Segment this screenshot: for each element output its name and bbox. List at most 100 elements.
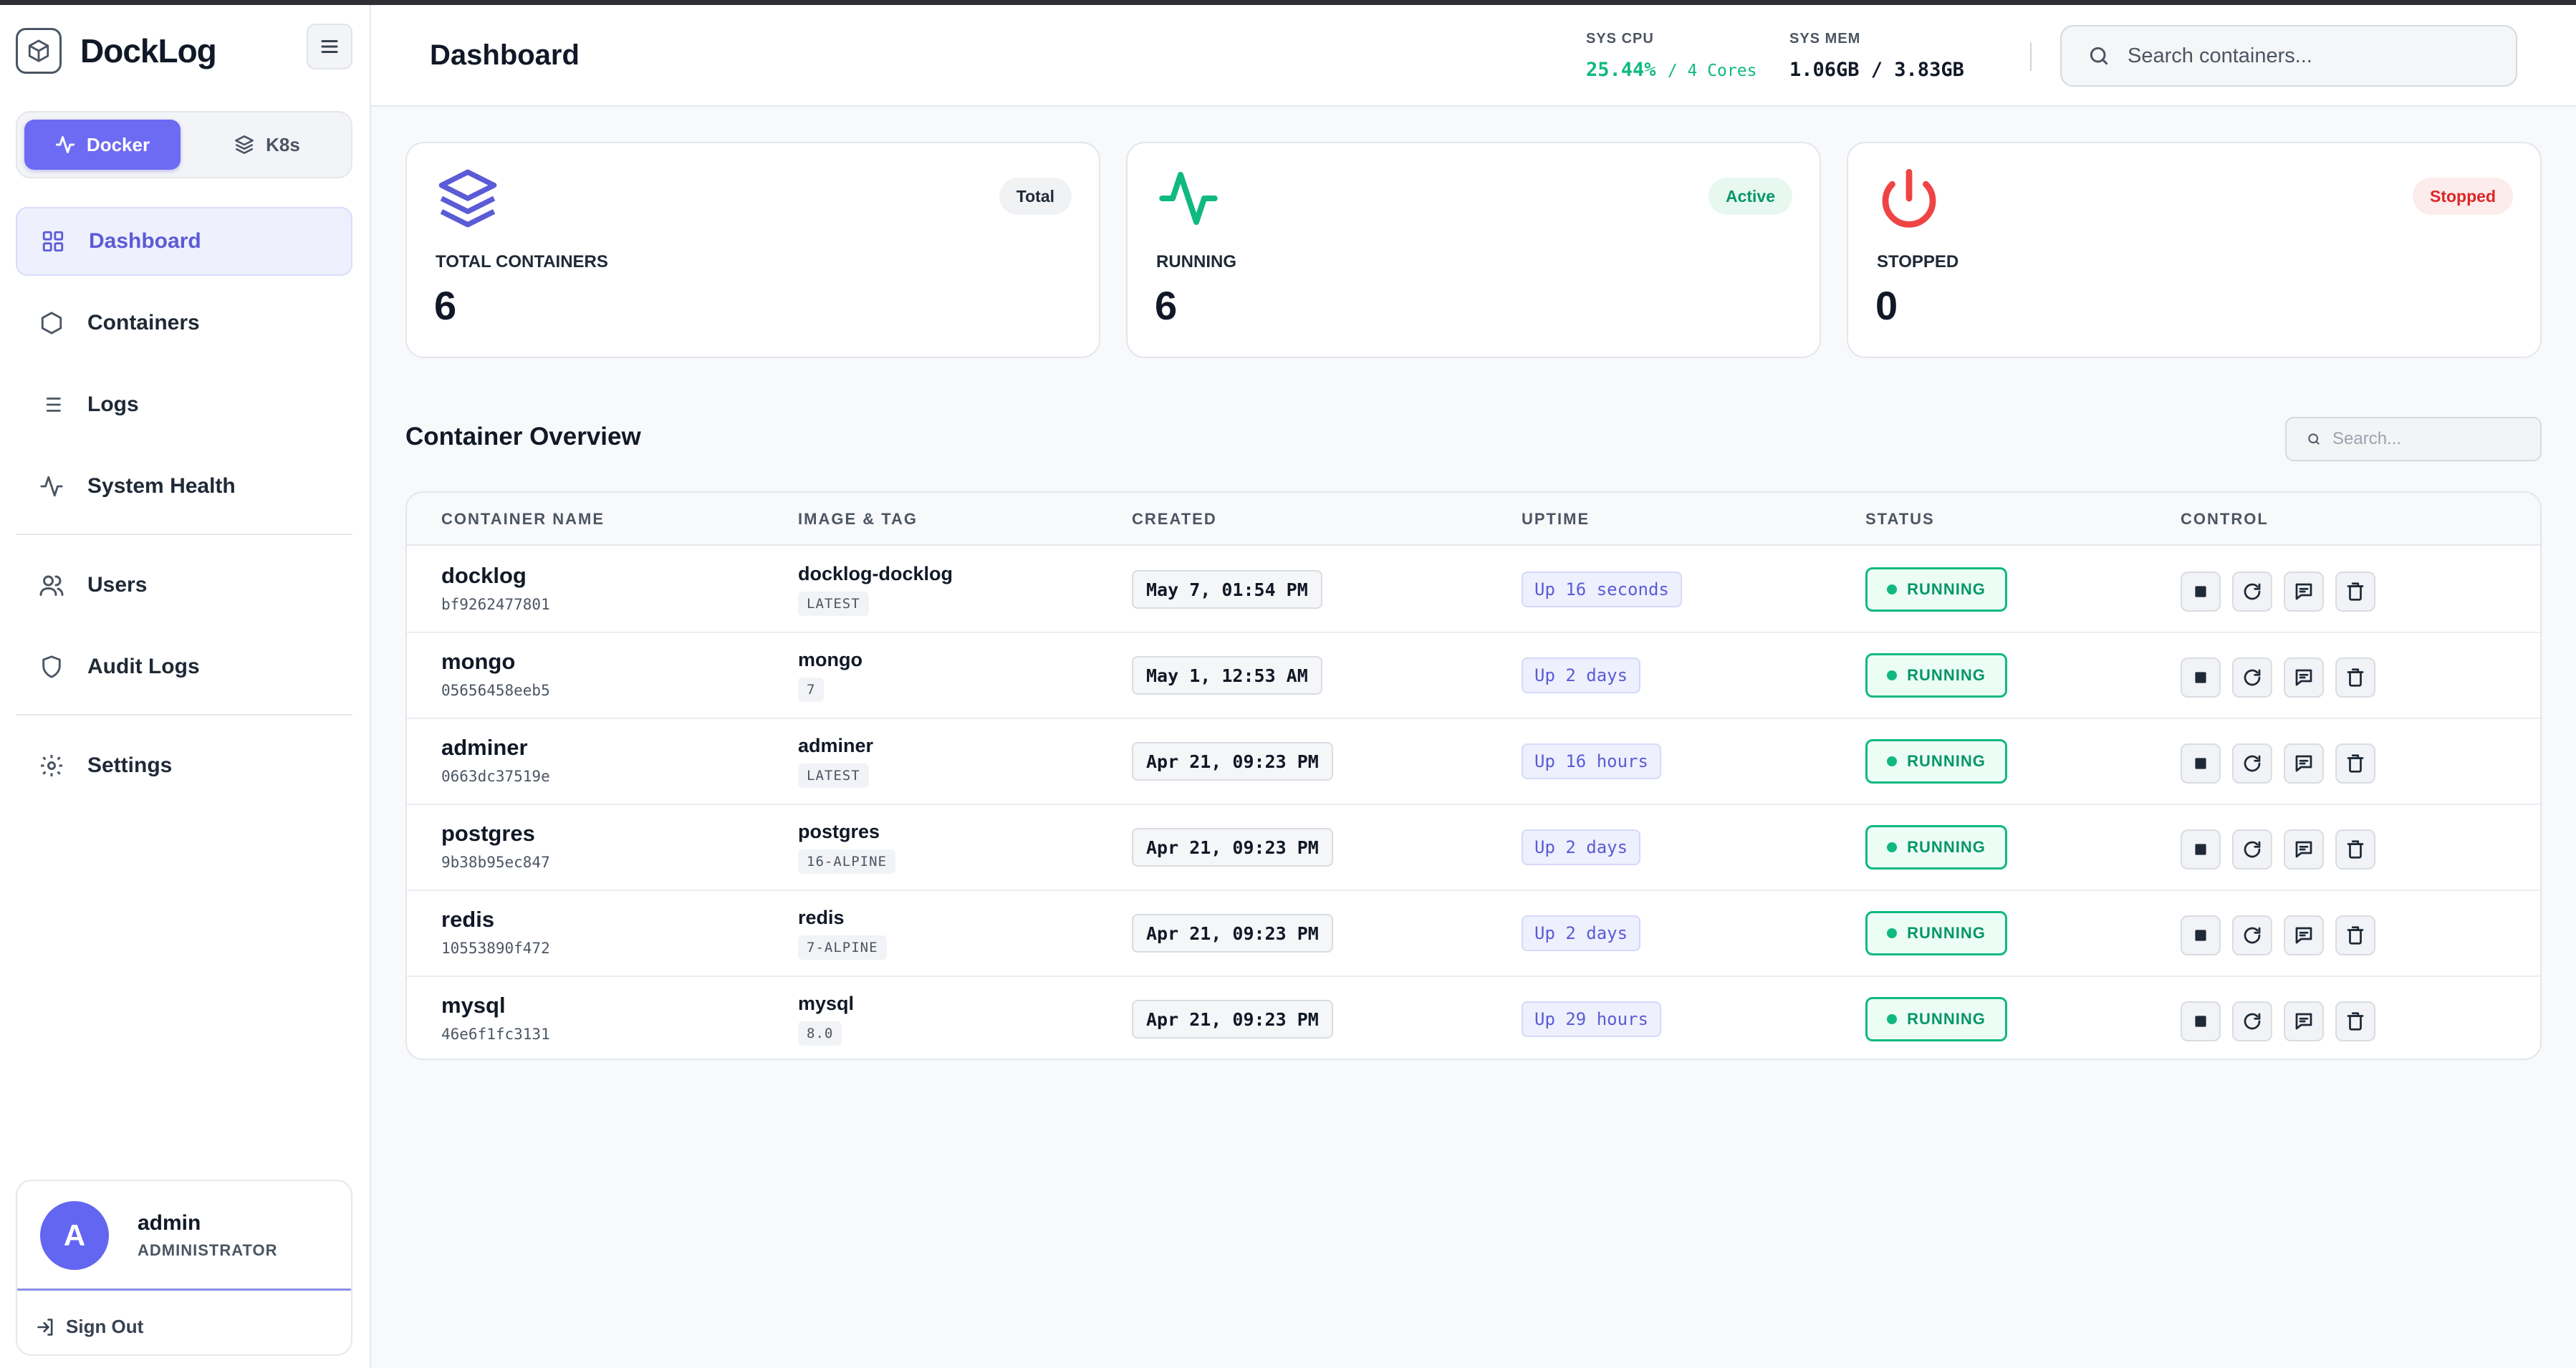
logs-button[interactable]	[2284, 743, 2324, 784]
container-name[interactable]: mongo	[441, 649, 516, 674]
docker-mode-button[interactable]: Docker	[24, 120, 181, 170]
trash-icon	[2345, 753, 2366, 774]
container-name[interactable]: postgres	[441, 821, 535, 846]
table-row[interactable]: mongo 05656458eeb5 mongo 7 May 1, 12:53 AM Up…	[407, 633, 2540, 719]
sidebar-item-dashboard[interactable]: Dashboard	[16, 207, 352, 276]
user-role: ADMINISTRATOR	[138, 1241, 278, 1259]
table-search-input[interactable]	[2332, 429, 2540, 449]
table-row[interactable]: postgres 9b38b95ec847 postgres 16-ALPINE Apr…	[407, 805, 2540, 891]
table-row[interactable]: adminer 0663dc37519e adminer LATEST Apr 21, …	[407, 719, 2540, 805]
sidebar-item-containers[interactable]: Containers	[16, 289, 352, 357]
stop-icon	[2191, 754, 2210, 773]
table-row[interactable]: mysql 46e6f1fc3131 mysql 8.0 Apr 21, 09:23 P…	[407, 977, 2540, 1059]
status-badge: Total	[999, 178, 1072, 215]
image-tag: 7-ALPINE	[798, 935, 887, 960]
stop-button[interactable]	[2181, 829, 2221, 870]
stat-value: 6	[1155, 283, 1178, 328]
restart-button[interactable]	[2232, 1001, 2272, 1041]
restart-button[interactable]	[2232, 572, 2272, 612]
stat-value: 6	[434, 283, 457, 328]
sidebar-item-label: Users	[87, 573, 148, 597]
sidebar-item-label: Dashboard	[89, 229, 201, 253]
hexagon-icon	[37, 309, 66, 337]
cpu-cores: / 4 Cores	[1667, 62, 1757, 80]
restart-button[interactable]	[2232, 829, 2272, 870]
container-id: 10553890f472	[441, 940, 550, 957]
status-label: RUNNING	[1907, 924, 1986, 942]
sign-out-button[interactable]: Sign Out	[36, 1316, 143, 1338]
sidebar-item-users[interactable]: Users	[16, 551, 352, 620]
sidebar-item-system-health[interactable]: System Health	[16, 452, 352, 521]
table-row[interactable]: docklog bf9262477801 docklog-docklog LATEST…	[407, 547, 2540, 633]
avatar[interactable]: A	[40, 1201, 109, 1270]
status-badge: RUNNING	[1865, 567, 2007, 612]
search-icon	[2090, 47, 2108, 65]
page-title: Dashboard	[430, 39, 580, 71]
delete-button[interactable]	[2335, 572, 2375, 612]
restart-button[interactable]	[2232, 743, 2272, 784]
gear-icon	[37, 751, 66, 780]
created-timestamp: Apr 21, 09:23 PM	[1132, 1000, 1333, 1039]
sidebar-item-logs[interactable]: Logs	[16, 370, 352, 439]
status-dot-icon	[1887, 1014, 1898, 1024]
delete-button[interactable]	[2335, 829, 2375, 870]
row-controls	[2181, 915, 2375, 955]
k8s-mode-label: K8s	[266, 133, 300, 155]
container-search-input[interactable]	[2128, 44, 2514, 68]
stop-button[interactable]	[2181, 572, 2221, 612]
stop-button[interactable]	[2181, 1001, 2221, 1041]
brand[interactable]: DockLog	[16, 22, 217, 80]
container-name[interactable]: mysql	[441, 993, 506, 1018]
status-badge: RUNNING	[1865, 911, 2007, 955]
table-row[interactable]: redis 10553890f472 redis 7-ALPINE Apr 21, 09…	[407, 891, 2540, 977]
container-name[interactable]: adminer	[441, 735, 528, 760]
logs-button[interactable]	[2284, 1001, 2324, 1041]
row-controls	[2181, 657, 2375, 698]
restart-icon	[2241, 753, 2263, 774]
row-controls	[2181, 829, 2375, 870]
logs-message-icon	[2293, 1011, 2315, 1032]
image-name: redis	[798, 907, 845, 928]
logs-button[interactable]	[2284, 915, 2324, 955]
stop-icon	[2191, 668, 2210, 687]
stop-button[interactable]	[2181, 743, 2221, 784]
top-header: Dashboard SYS CPU 25.44% / 4 Cores SYS M…	[371, 5, 2576, 107]
sidebar-item-audit-logs[interactable]: Audit Logs	[16, 632, 352, 701]
status-label: RUNNING	[1907, 838, 1986, 856]
delete-button[interactable]	[2335, 915, 2375, 955]
column-header: STATUS	[1865, 510, 1935, 528]
container-name[interactable]: docklog	[441, 563, 527, 588]
delete-button[interactable]	[2335, 743, 2375, 784]
logs-button[interactable]	[2284, 657, 2324, 698]
stat-label: STOPPED	[1877, 252, 1959, 271]
sidebar-divider	[16, 714, 352, 716]
restart-button[interactable]	[2232, 915, 2272, 955]
trash-icon	[2345, 667, 2366, 688]
delete-button[interactable]	[2335, 657, 2375, 698]
logs-message-icon	[2293, 581, 2315, 602]
header-divider	[2030, 42, 2032, 71]
status-dot-icon	[1887, 670, 1898, 680]
sidebar-item-settings[interactable]: Settings	[16, 731, 352, 800]
delete-button[interactable]	[2335, 1001, 2375, 1041]
box-logo-icon	[16, 28, 62, 74]
platform-switch: Docker K8s	[16, 111, 352, 178]
column-header: UPTIME	[1522, 510, 1590, 528]
k8s-mode-button[interactable]: K8s	[189, 120, 345, 170]
container-search[interactable]	[2060, 25, 2517, 87]
logs-button[interactable]	[2284, 572, 2324, 612]
restart-button[interactable]	[2232, 657, 2272, 698]
table-search[interactable]	[2285, 417, 2542, 461]
restart-icon	[2241, 1011, 2263, 1032]
created-timestamp: Apr 21, 09:23 PM	[1132, 828, 1333, 867]
window-top-strip	[0, 0, 2576, 5]
stop-button[interactable]	[2181, 915, 2221, 955]
logs-message-icon	[2293, 925, 2315, 946]
restart-icon	[2241, 581, 2263, 602]
restart-icon	[2241, 839, 2263, 860]
logs-button[interactable]	[2284, 829, 2324, 870]
menu-toggle-button[interactable]	[307, 24, 352, 69]
status-dot-icon	[1887, 756, 1898, 766]
container-name[interactable]: redis	[441, 907, 495, 932]
stop-button[interactable]	[2181, 657, 2221, 698]
